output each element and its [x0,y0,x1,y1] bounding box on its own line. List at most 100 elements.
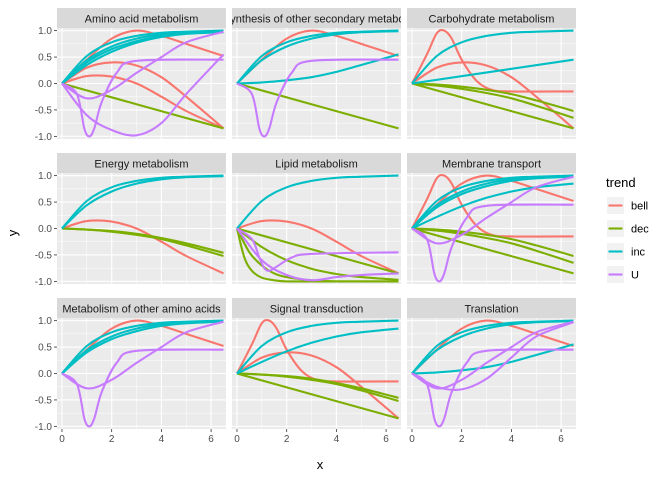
legend-title: trend [606,175,636,190]
panel-4-series-bell-1 [61,219,224,275]
panel-4-strip-label: Energy metabolism [94,159,188,171]
y-axis-title: y [5,229,20,236]
panel-5-gridlines [232,173,401,284]
panel-7-series [61,319,224,428]
y-tick-label: -1.0 [35,422,53,433]
y-tick-label: 1.0 [38,171,52,182]
panel-5-series-U-7 [236,227,399,272]
x-tick-label: 2 [109,434,115,445]
panel-9-strip [407,298,576,318]
panel-8-strip [232,298,401,318]
panel-7-series-inc-4 [61,320,224,375]
y-tick-label: 0.0 [38,79,52,90]
x-tick-label: 6 [383,434,389,445]
panel-4-series-inc-5 [61,175,224,230]
panel-1-series-U-10 [61,53,225,137]
panels: Amino acid metabolism 1.0 0.5 0.0 -0.5 -1.0 Bi… [35,8,576,445]
panel-7-series-U-6 [61,320,224,390]
panel-6-strip-label: Membrane transport [442,159,541,171]
x-tick-label: 2 [284,434,290,445]
y-tick-label: -0.5 [35,250,53,261]
x-tick-label: 0 [234,434,240,445]
y-tick-label: 1.0 [38,316,52,327]
panel-1-series-U-11 [61,30,224,100]
panel-7-series-inc-3 [61,320,224,375]
legend-label-inc: inc [631,247,646,259]
panel-1-series-bell-2 [61,61,225,130]
panel-2-series [236,29,399,138]
panel-7: Metabolism of other amino acids 1.0 0.5 0.0… [35,298,226,445]
panel-6-strip [407,153,576,173]
x-tick-label: 4 [159,434,165,445]
panel-6: Membrane transport [407,153,576,284]
panel-8-series-inc-6 [236,319,399,375]
panel-6-series-U-11 [411,175,574,245]
panel-6-series-U-10 [411,203,574,283]
panel-1-series [61,29,225,138]
legend-label-bell: bell [631,201,648,213]
y-tick-label: -0.5 [35,105,53,116]
panel-2: Biosynthesis of other secondary metaboli… [209,8,425,139]
panel-3-series-dec-4 [411,82,574,119]
panel-9-series-U-5 [411,348,574,428]
y-tick-label: 0.5 [38,198,52,209]
axes: x y [5,229,324,472]
panel-5-series-dec-5 [236,227,399,275]
y-tick-label: 0.5 [38,53,52,64]
y-tick-label: -0.5 [35,395,53,406]
x-tick-label: 0 [59,434,65,445]
y-tick-label: -1.0 [35,132,53,143]
panel-2-strip [232,8,401,28]
panel-9-series-inc-3 [411,320,574,375]
panel-2-series-inc-5 [236,53,399,85]
panel-4-strip [57,153,226,173]
panel-7-strip [57,298,226,318]
panel-4: Energy metabolism 1.0 0.5 0.0 -0.5 -1.0 [35,153,226,288]
x-tick-label: 4 [509,434,515,445]
panel-7-gridlines [57,318,226,429]
panel-9: Translation 0 2 4 6 [407,298,576,445]
panel-6-series-dec-5 [411,227,574,275]
panel-1-series-bell-1 [61,74,224,130]
x-tick-label: 2 [459,434,465,445]
panel-9-series-U-6 [411,320,574,390]
panel-1-strip [57,8,226,28]
panel-6-series-dec-4 [411,227,574,264]
panel-5-strip-label: Lipid metabolism [275,159,358,171]
panel-4-series [61,174,224,275]
x-axis-title: x [317,457,324,472]
panel-8-strip-label: Signal transduction [270,304,364,316]
panel-2-strip-label: Biosynthesis of other secondary metaboli… [209,14,425,26]
legend-label-U: U [631,270,639,282]
panel-1: Amino acid metabolism 1.0 0.5 0.0 -0.5 -1.0 [35,8,226,143]
x-tick-label: 6 [558,434,564,445]
panel-1-series-inc-8 [61,31,224,85]
panel-1-series-inc-6 [61,30,224,85]
panel-3-strip-label: Carbohydrate metabolism [429,14,555,26]
panel-7-series-U-5 [61,348,224,428]
panel-5: Lipid metabolism [232,153,401,284]
panel-8-series-dec-5 [236,372,399,420]
y-tick-label: 0.5 [38,343,52,354]
panel-2-series-U-6 [236,58,399,138]
panel-5-series-inc-6 [236,174,399,230]
panel-8-series-inc-7 [236,327,399,375]
panel-7-strip-label: Metabolism of other amino acids [62,304,221,316]
panel-6-series [411,174,574,283]
panel-3: Carbohydrate metabolism [407,8,576,139]
panel-9-series [411,319,574,428]
y-tick-label: -1.0 [35,277,53,288]
panel-5-series-dec-4 [236,227,399,281]
panel-1-series-dec-4 [61,82,224,130]
panel-9-strip-label: Translation [464,304,518,316]
panel-5-strip [232,153,401,173]
panel-3-series-inc-7 [411,58,574,85]
legend: trend bell dec inc U [606,175,649,283]
panel-9-series-U-7 [411,321,574,391]
panel-6-series-inc-8 [411,175,574,230]
y-tick-label: 1.0 [38,26,52,37]
panel-1-strip-label: Amino acid metabolism [85,14,199,26]
panel-3-series-dec-5 [411,82,574,130]
panel-8: Signal transduction 0 2 4 6 [232,298,401,445]
